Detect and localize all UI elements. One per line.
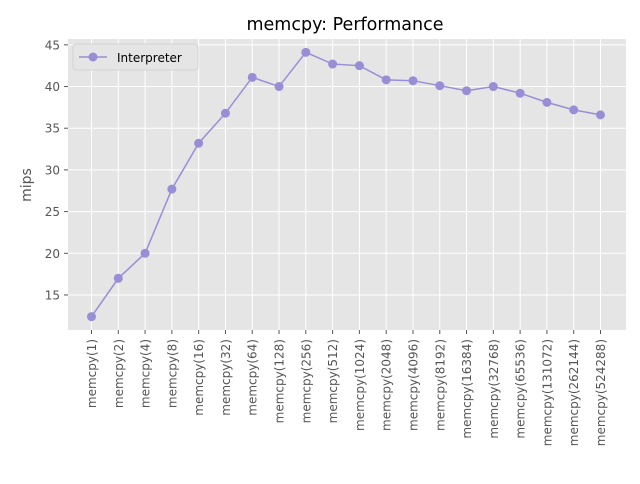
x-tick-label: memcpy(2): [112, 339, 126, 408]
x-tick-label: memcpy(1): [85, 339, 99, 408]
x-tick-label: memcpy(128): [273, 339, 287, 423]
plot-area: [68, 39, 626, 330]
y-tick-label: 15: [45, 288, 60, 302]
x-tick-label: memcpy(512): [326, 339, 340, 423]
data-point: [167, 184, 177, 194]
data-point: [542, 97, 552, 107]
data-point: [515, 88, 525, 98]
data-point: [488, 82, 498, 92]
x-tick-label: memcpy(32768): [487, 339, 501, 439]
x-tick-label: memcpy(16): [192, 339, 206, 416]
x-tick-label: memcpy(524288): [594, 339, 608, 446]
grid-lines: [68, 39, 626, 330]
legend: Interpreter: [72, 43, 199, 71]
y-axis-label: mips: [19, 168, 35, 202]
chart-title: memcpy: Performance: [246, 15, 443, 35]
x-tick-label: memcpy(2048): [380, 339, 394, 431]
x-tick-label: memcpy(262144): [567, 339, 581, 446]
x-tick-label: memcpy(65536): [514, 339, 528, 439]
data-point: [301, 47, 311, 57]
y-axis-ticks: 15 20 25 30 35 40 45: [45, 38, 68, 302]
x-tick-label: memcpy(256): [299, 339, 313, 423]
data-point: [408, 76, 418, 86]
x-axis-ticks: memcpy(1) memcpy(2) memcpy(4) memcpy(8) memc…: [85, 330, 608, 446]
x-tick-label: memcpy(4): [139, 339, 153, 408]
data-point: [247, 72, 257, 82]
data-point: [354, 61, 364, 71]
data-point: [220, 108, 230, 118]
y-tick-label: 20: [45, 247, 60, 261]
y-tick-label: 25: [45, 205, 60, 219]
data-point: [462, 86, 472, 96]
x-tick-label: memcpy(4096): [406, 339, 420, 431]
x-tick-label: memcpy(16384): [460, 339, 474, 439]
x-tick-label: memcpy(8): [165, 339, 179, 408]
data-point: [194, 138, 204, 148]
data-point: [113, 273, 123, 283]
y-tick-label: 45: [45, 38, 60, 52]
series-layer: [87, 47, 605, 322]
y-tick-label: 35: [45, 122, 60, 136]
data-point: [140, 248, 150, 258]
y-tick-label: 30: [45, 163, 60, 177]
x-tick-label: memcpy(32): [219, 339, 233, 416]
x-tick-label: memcpy(8192): [433, 339, 447, 431]
data-point: [569, 105, 579, 115]
y-tick-label: 40: [45, 80, 60, 94]
data-point: [87, 312, 96, 322]
data-point: [381, 75, 391, 85]
data-point: [274, 82, 284, 92]
x-tick-label: memcpy(64): [246, 339, 260, 416]
legend-box: [72, 43, 199, 71]
legend-series-marker: [88, 52, 98, 62]
x-tick-label: memcpy(131072): [540, 339, 554, 446]
series-line: [90, 51, 601, 318]
legend-series-label: Interpreter: [117, 51, 182, 65]
x-tick-label: memcpy(1024): [353, 339, 367, 431]
data-point: [596, 110, 605, 120]
data-point: [435, 81, 445, 91]
data-point: [328, 59, 338, 69]
